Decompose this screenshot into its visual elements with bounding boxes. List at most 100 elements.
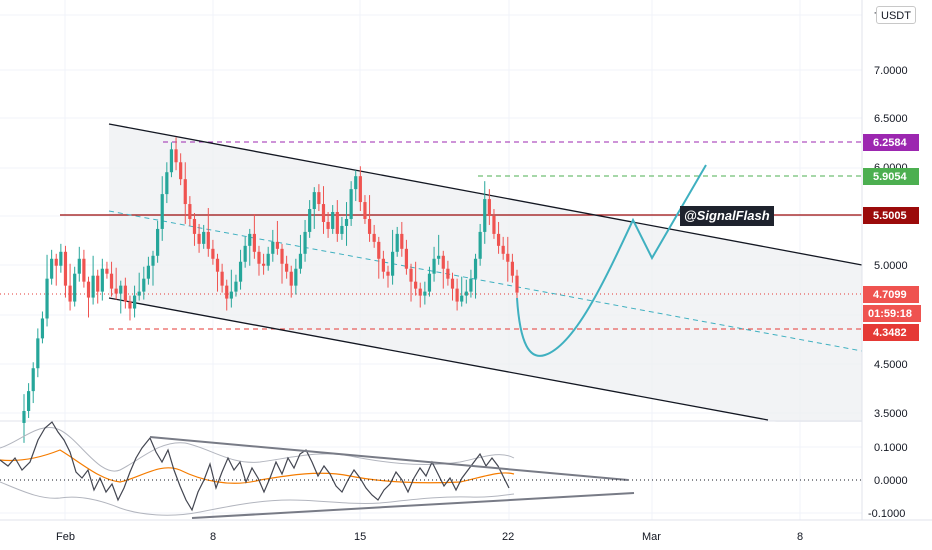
candle-down [128,301,132,309]
candle-down [206,231,210,249]
indicator-series [0,421,862,519]
bollinger-lower-band [0,481,515,516]
candle-up [395,233,399,252]
candle-up [312,192,316,210]
candle-up [390,251,395,276]
channel-fill [109,124,862,442]
candle-up [91,275,95,298]
channel-upper-line[interactable] [108,123,863,266]
candle-down [496,233,501,246]
channel-lower-line[interactable] [108,297,769,421]
candle-up [151,255,155,266]
candle-down [326,221,330,229]
candle-down [192,218,197,234]
candle-up [469,278,473,292]
indicator-tick-label: -0.1000 [868,508,905,520]
candle-down [450,278,455,289]
tag-5-5005 [863,207,919,224]
candle-up [160,194,164,229]
candle-down [372,233,376,242]
candle-up [229,291,233,299]
candle-down [280,248,284,264]
candle-up [73,273,77,302]
candle-up [344,218,349,226]
candle-up [238,261,243,282]
candle-up [294,268,298,286]
price-tick-label: 4.5000 [874,359,908,371]
candle-down [109,273,114,289]
time-tick-label: Mar [642,531,661,543]
candle-up [460,295,464,302]
candle-down [418,288,422,296]
candle-up [27,391,31,412]
wave-upper-trendline[interactable] [149,436,629,481]
candle-down [68,285,72,302]
candle-up [45,278,49,319]
time-tick-label: Feb [56,531,75,543]
candle-up [271,241,275,254]
candle-down [215,258,220,272]
candle-down [367,218,372,234]
candle-up [31,368,35,392]
candle-up [243,245,247,262]
tag-5-5005-label: 5.5005 [873,210,907,222]
indicator-tick-label: 0.0000 [874,475,908,487]
candle-up [354,176,358,190]
candle-up [132,295,137,309]
currency-selector[interactable]: USDT [876,6,916,24]
candle-down [225,285,229,299]
candle-up [202,231,206,244]
tag-5-9054-label: 5.9054 [873,171,908,183]
candle-up [40,318,45,339]
candle-down [82,258,86,282]
time-tick-label: 8 [210,531,216,543]
time-tick-label: 15 [354,531,366,543]
projection-path[interactable] [516,164,707,357]
candle-down [285,263,289,272]
tag-4-3482 [863,324,919,341]
candle-down [377,241,381,259]
candle-down [317,192,321,205]
candle-up [169,149,174,173]
candle-up [137,291,141,296]
candle-down [321,204,326,222]
candle-up [432,258,436,274]
candle-down [335,212,339,234]
tag-4-3482-label: 4.3482 [873,327,907,339]
signal-line [0,449,515,484]
channel-midline[interactable] [108,210,863,352]
candle-down [252,233,256,252]
tag-5-9054 [863,168,919,185]
candle-up [427,273,432,292]
candle-up [437,255,441,259]
tag-current-price-label: 4.7099 [873,289,907,301]
price-tick-label: 7.0000 [874,65,908,77]
candle-up [308,209,312,232]
candle-up [77,258,81,274]
price-tick-label: 5.0000 [874,260,908,272]
candle-up [59,251,63,266]
signalflash-watermark: @SignalFlash [680,206,774,226]
time-axis-labels: Feb 8 15 22 Mar 8 [56,531,803,543]
tag-current-price [863,286,919,303]
price-tick-label: 6.5000 [874,113,908,125]
candle-up [331,212,335,229]
candle-down [400,233,404,249]
time-tick-label: 22 [502,531,514,543]
indicator-tick-label: 0.1000 [874,442,908,454]
candle-down [220,271,224,286]
time-tick-label: 8 [797,531,803,543]
candle-up [248,233,252,246]
candle-down [358,176,362,203]
candle-down [363,202,367,219]
candlestick-series [22,137,519,443]
wave-lower-trendline[interactable] [191,492,635,519]
candle-down [275,241,280,249]
candle-down [515,275,519,293]
candle-up [303,231,307,254]
candle-up [146,265,151,279]
candle-down [404,248,409,269]
candle-down [63,251,68,286]
candle-down [174,149,178,163]
